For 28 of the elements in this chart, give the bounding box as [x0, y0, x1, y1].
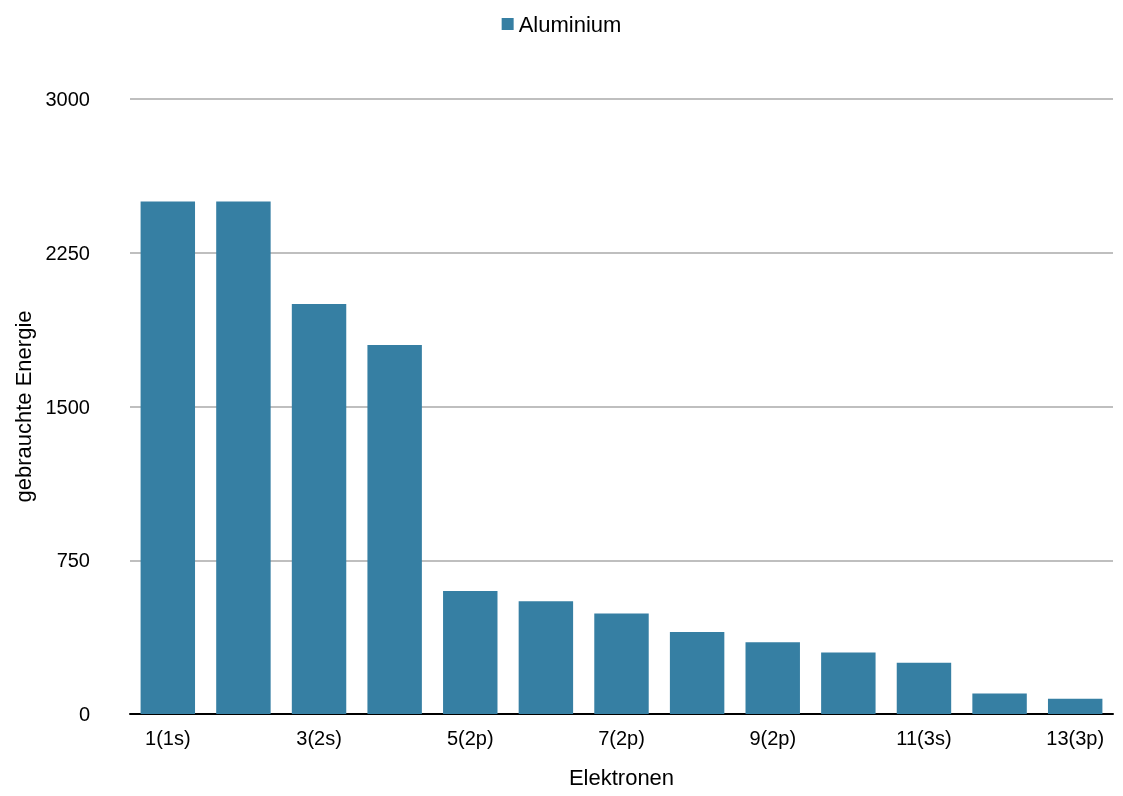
- y-tick-label: 2250: [45, 241, 90, 264]
- bar: [669, 632, 725, 714]
- bar: [896, 662, 952, 714]
- x-tick-label: 7(2p): [598, 727, 645, 749]
- bar: [291, 304, 347, 714]
- bar: [1047, 698, 1103, 714]
- y-tick-label: 1500: [45, 395, 90, 418]
- y-tick-label: 750: [56, 549, 90, 572]
- bar: [972, 693, 1027, 714]
- bar: [518, 601, 574, 714]
- bar: [216, 201, 271, 714]
- x-tick-label: 3(2s): [296, 727, 342, 749]
- bar: [367, 345, 422, 714]
- bar: [594, 613, 649, 714]
- x-axis-title: Elektronen: [568, 764, 675, 790]
- x-tick-label: 9(2p): [749, 727, 797, 749]
- y-tick-label: 0: [78, 703, 90, 725]
- bar: [745, 642, 800, 714]
- legend-label: Aluminium: [518, 11, 622, 37]
- x-tick-label: 1(1s): [145, 727, 191, 749]
- x-tick-label: 11(3s): [896, 727, 952, 749]
- bar: [443, 591, 498, 714]
- x-tick-label: 5(2p): [446, 727, 494, 749]
- y-tick-label: 3000: [45, 88, 90, 110]
- bar: [821, 652, 876, 714]
- y-axis-title: gebrauchte Energie: [11, 310, 37, 503]
- x-tick-label: 13(3p): [1046, 727, 1105, 749]
- bar: [140, 201, 196, 714]
